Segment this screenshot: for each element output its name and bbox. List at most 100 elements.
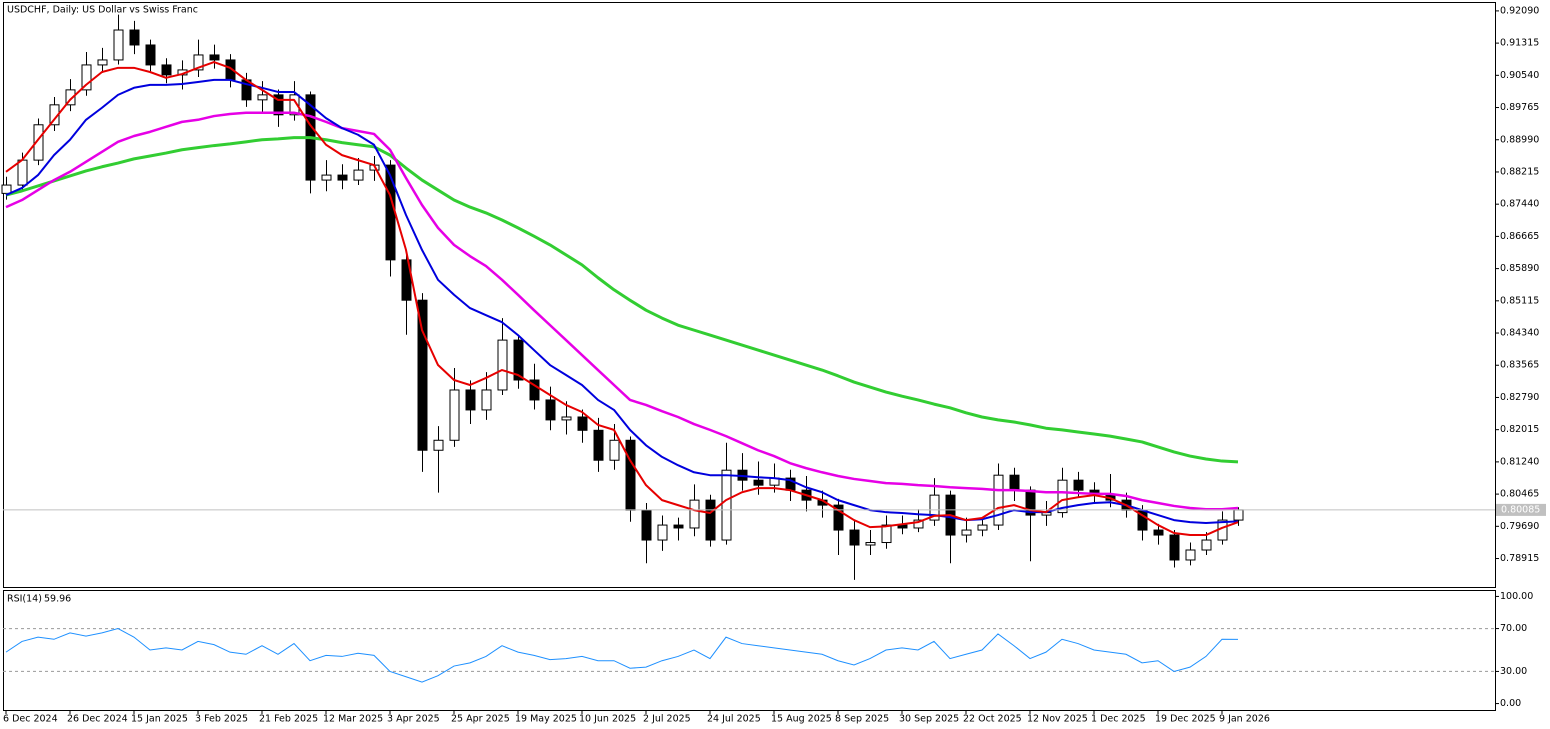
candle-body (481, 389, 492, 411)
x-tick-label: 19 May 2025 (515, 714, 577, 725)
rsi-panel-frame (3, 590, 1496, 711)
y-tick-label: 0.88215 (1500, 166, 1539, 177)
x-tick-label: 22 Oct 2025 (963, 714, 1022, 725)
y-tick-label: 0.80465 (1500, 489, 1539, 500)
candle-body (833, 504, 844, 531)
candle-body (849, 529, 860, 546)
x-tick-label: 1 Dec 2025 (1091, 714, 1146, 725)
x-tick-label: 2 Jul 2025 (643, 714, 691, 725)
candle-body (929, 494, 940, 521)
x-tick-label: 15 Jan 2025 (131, 714, 188, 725)
y-tick-label: 70.00 (1500, 623, 1527, 634)
candle-body (993, 474, 1004, 526)
y-tick-label: 0.83565 (1500, 360, 1539, 371)
y-tick-label: 0.78915 (1500, 553, 1539, 564)
candle-body (193, 54, 204, 71)
candle-body (1, 184, 12, 194)
rsi-name: RSI(14) (7, 594, 42, 605)
candle-body (1153, 529, 1164, 536)
candle-body (577, 416, 588, 431)
y-tick-label: 0.89765 (1500, 102, 1539, 113)
y-tick-label: 0.85890 (1500, 263, 1539, 274)
rsi-last-value: 59.96 (44, 594, 71, 605)
x-tick-label: 9 Jan 2026 (1219, 714, 1270, 725)
candle-body (673, 524, 684, 529)
candle-body (417, 299, 428, 451)
candle-body (321, 174, 332, 181)
candle-body (865, 542, 876, 546)
candle-body (1009, 474, 1020, 491)
candle-body (705, 499, 716, 541)
x-tick-label: 21 Feb 2025 (259, 714, 318, 725)
candle-body (641, 509, 652, 541)
candle-body (753, 479, 764, 486)
candle-body (257, 94, 268, 101)
candle-body (81, 64, 92, 91)
candle-body (1185, 549, 1196, 561)
x-tick-label: 3 Apr 2025 (387, 714, 440, 725)
candle-body (913, 519, 924, 529)
last-price-label: 0.80085 (1501, 504, 1540, 515)
price-panel-frame (3, 2, 1496, 588)
x-tick-label: 30 Sep 2025 (899, 714, 959, 725)
x-tick-label: 26 Dec 2024 (67, 714, 128, 725)
x-tick-label: 25 Apr 2025 (451, 714, 510, 725)
candle-body (657, 524, 668, 541)
y-tick-label: 100.00 (1500, 591, 1533, 602)
candle-body (1073, 479, 1084, 491)
candle-body (97, 59, 108, 66)
candle-body (17, 159, 28, 186)
y-tick-label: 0.85115 (1500, 295, 1539, 306)
candle-body (721, 469, 732, 541)
moving-average-line (5, 61, 1239, 537)
candle-body (961, 529, 972, 536)
candle-body (65, 89, 76, 106)
chart-title: USDCHF, Daily: US Dollar vs Swiss Franc (7, 5, 198, 16)
x-tick-label: 19 Dec 2025 (1155, 714, 1216, 725)
y-tick-label: 0.81240 (1500, 456, 1539, 467)
candle-body (529, 379, 540, 401)
candle-body (353, 169, 364, 181)
x-tick-label: 12 Mar 2025 (323, 714, 383, 725)
x-tick-label: 10 Jun 2025 (579, 714, 636, 725)
candle-body (625, 439, 636, 511)
candle-body (449, 389, 460, 441)
candle-body (881, 524, 892, 544)
candle-body (433, 439, 444, 451)
candle-body (609, 439, 620, 461)
y-tick-label: 0.82790 (1500, 392, 1539, 403)
moving-average-line (5, 136, 1239, 464)
moving-average-line (5, 78, 1239, 524)
y-tick-label: 0.87440 (1500, 199, 1539, 210)
candle-body (465, 389, 476, 411)
y-tick-label: 0.88990 (1500, 134, 1539, 145)
y-tick-label: 0.82015 (1500, 424, 1539, 435)
candle-body (161, 64, 172, 76)
candle-body (337, 174, 348, 181)
moving-average-line (5, 111, 1239, 511)
y-tick-label: 0.91315 (1500, 38, 1539, 49)
candle-body (497, 339, 508, 391)
y-tick-label: 30.00 (1500, 666, 1527, 677)
y-tick-label: 0.86665 (1500, 231, 1539, 242)
candle-body (289, 94, 300, 116)
candle-body (1169, 534, 1180, 561)
rsi-line (5, 628, 1239, 683)
candle-body (129, 29, 140, 46)
candle-body (545, 399, 556, 421)
candle-body (1057, 479, 1068, 514)
candle-body (33, 124, 44, 161)
y-tick-label: 0.79690 (1500, 521, 1539, 532)
candle-body (1233, 509, 1244, 521)
y-tick-label: 0.90540 (1500, 70, 1539, 81)
candle-body (385, 164, 396, 261)
candle-body (209, 54, 220, 61)
candle-body (113, 29, 124, 61)
candle-body (513, 339, 524, 381)
y-tick-label: 0.00 (1500, 698, 1521, 709)
candle-body (593, 429, 604, 461)
x-tick-label: 6 Dec 2024 (3, 714, 58, 725)
candle-body (977, 524, 988, 531)
x-tick-label: 24 Jul 2025 (707, 714, 761, 725)
x-tick-label: 12 Nov 2025 (1027, 714, 1088, 725)
